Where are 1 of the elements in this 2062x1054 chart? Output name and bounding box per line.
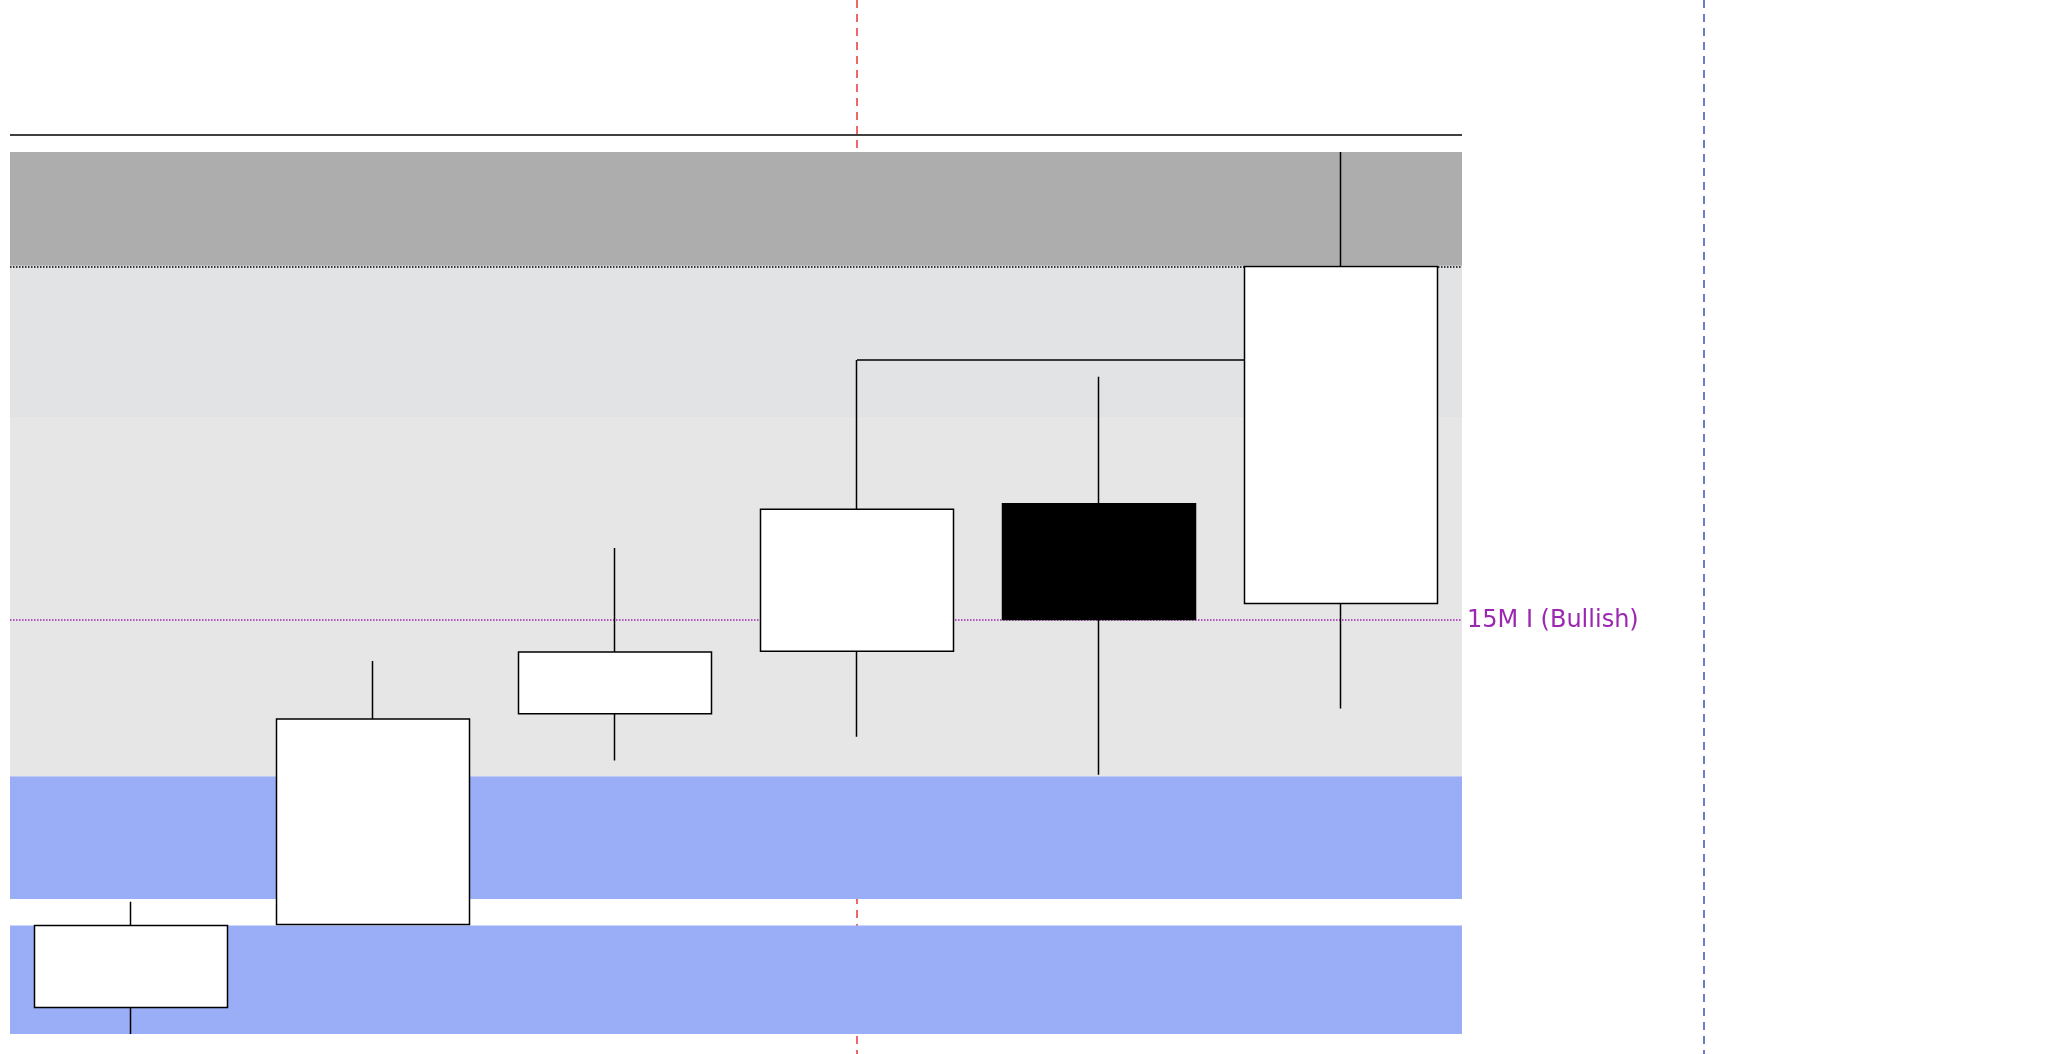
ref-line-label: 15M I (Bullish) (1467, 605, 1639, 634)
